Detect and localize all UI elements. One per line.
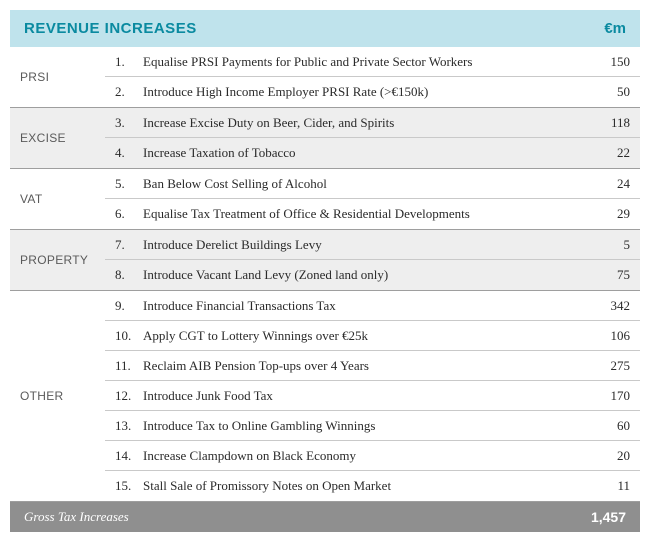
item-number: 3. (115, 115, 143, 131)
item-description: Equalise PRSI Payments for Public and Pr… (143, 54, 575, 70)
section-label: PRSI (10, 47, 105, 107)
table-row: 6.Equalise Tax Treatment of Office & Res… (105, 199, 640, 229)
table-row: 9.Introduce Financial Transactions Tax34… (105, 291, 640, 321)
revenue-table: REVENUE INCREASES €m PRSI1.Equalise PRSI… (10, 10, 640, 532)
table-header: REVENUE INCREASES €m (10, 10, 640, 47)
item-description: Increase Clampdown on Black Economy (143, 448, 575, 464)
item-value: 106 (575, 328, 630, 344)
item-number: 10. (115, 328, 143, 344)
table-row: 14.Increase Clampdown on Black Economy20 (105, 441, 640, 471)
item-number: 9. (115, 298, 143, 314)
item-number: 14. (115, 448, 143, 464)
section: VAT5.Ban Below Cost Selling of Alcohol24… (10, 169, 640, 230)
table-row: 3.Increase Excise Duty on Beer, Cider, a… (105, 108, 640, 138)
section-items: 1.Equalise PRSI Payments for Public and … (105, 47, 640, 107)
item-number: 11. (115, 358, 143, 374)
footer-label: Gross Tax Increases (24, 509, 591, 525)
section-label: VAT (10, 169, 105, 229)
item-description: Introduce Junk Food Tax (143, 388, 575, 404)
item-value: 170 (575, 388, 630, 404)
item-number: 12. (115, 388, 143, 404)
item-description: Increase Excise Duty on Beer, Cider, and… (143, 115, 575, 131)
section: EXCISE3.Increase Excise Duty on Beer, Ci… (10, 108, 640, 169)
section-items: 5.Ban Below Cost Selling of Alcohol246.E… (105, 169, 640, 229)
item-value: 5 (575, 237, 630, 253)
section-label: EXCISE (10, 108, 105, 168)
item-number: 8. (115, 267, 143, 283)
section: OTHER9.Introduce Financial Transactions … (10, 291, 640, 502)
item-value: 75 (575, 267, 630, 283)
item-description: Stall Sale of Promissory Notes on Open M… (143, 478, 575, 494)
section-items: 3.Increase Excise Duty on Beer, Cider, a… (105, 108, 640, 168)
section-items: 7.Introduce Derelict Buildings Levy58.In… (105, 230, 640, 290)
table-row: 13.Introduce Tax to Online Gambling Winn… (105, 411, 640, 441)
table-row: 1.Equalise PRSI Payments for Public and … (105, 47, 640, 77)
header-title: REVENUE INCREASES (24, 20, 604, 37)
table-row: 10.Apply CGT to Lottery Winnings over €2… (105, 321, 640, 351)
item-number: 15. (115, 478, 143, 494)
item-value: 50 (575, 84, 630, 100)
table-row: 15.Stall Sale of Promissory Notes on Ope… (105, 471, 640, 501)
item-value: 29 (575, 206, 630, 222)
item-value: 275 (575, 358, 630, 374)
item-value: 20 (575, 448, 630, 464)
section: PRSI1.Equalise PRSI Payments for Public … (10, 47, 640, 108)
footer-value: 1,457 (591, 509, 626, 525)
item-number: 13. (115, 418, 143, 434)
section-label: OTHER (10, 291, 105, 501)
item-value: 118 (575, 115, 630, 131)
table-row: 2.Introduce High Income Employer PRSI Ra… (105, 77, 640, 107)
section-label: PROPERTY (10, 230, 105, 290)
table-row: 5.Ban Below Cost Selling of Alcohol24 (105, 169, 640, 199)
item-description: Ban Below Cost Selling of Alcohol (143, 176, 575, 192)
section-items: 9.Introduce Financial Transactions Tax34… (105, 291, 640, 501)
item-description: Introduce Vacant Land Levy (Zoned land o… (143, 267, 575, 283)
item-number: 7. (115, 237, 143, 253)
sections-container: PRSI1.Equalise PRSI Payments for Public … (10, 47, 640, 502)
item-number: 5. (115, 176, 143, 192)
item-number: 4. (115, 145, 143, 161)
item-value: 60 (575, 418, 630, 434)
table-row: 11.Reclaim AIB Pension Top-ups over 4 Ye… (105, 351, 640, 381)
item-description: Introduce Derelict Buildings Levy (143, 237, 575, 253)
item-description: Increase Taxation of Tobacco (143, 145, 575, 161)
item-value: 342 (575, 298, 630, 314)
item-description: Introduce Tax to Online Gambling Winning… (143, 418, 575, 434)
item-value: 22 (575, 145, 630, 161)
item-description: Reclaim AIB Pension Top-ups over 4 Years (143, 358, 575, 374)
table-row: 4.Increase Taxation of Tobacco22 (105, 138, 640, 168)
table-row: 12.Introduce Junk Food Tax170 (105, 381, 640, 411)
item-number: 2. (115, 84, 143, 100)
header-unit: €m (604, 20, 626, 37)
table-row: 8.Introduce Vacant Land Levy (Zoned land… (105, 260, 640, 290)
item-description: Apply CGT to Lottery Winnings over €25k (143, 328, 575, 344)
item-number: 1. (115, 54, 143, 70)
table-row: 7.Introduce Derelict Buildings Levy5 (105, 230, 640, 260)
item-value: 150 (575, 54, 630, 70)
item-description: Introduce High Income Employer PRSI Rate… (143, 84, 575, 100)
section: PROPERTY7.Introduce Derelict Buildings L… (10, 230, 640, 291)
item-description: Introduce Financial Transactions Tax (143, 298, 575, 314)
item-value: 24 (575, 176, 630, 192)
item-number: 6. (115, 206, 143, 222)
item-value: 11 (575, 478, 630, 494)
item-description: Equalise Tax Treatment of Office & Resid… (143, 206, 575, 222)
